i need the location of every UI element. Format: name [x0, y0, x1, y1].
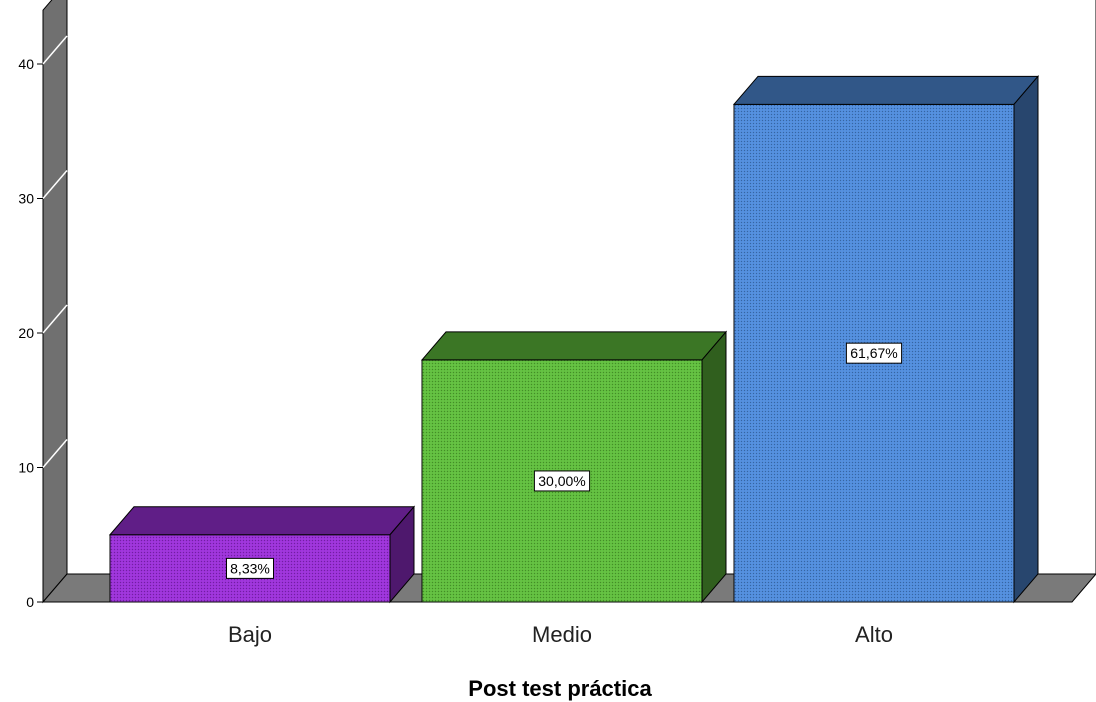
data-label-box	[533, 470, 591, 492]
category-label-alto: Alto	[855, 622, 893, 647]
data-label-box	[845, 342, 903, 364]
bar-side	[701, 330, 727, 604]
category-label-bajo: Bajo	[228, 622, 272, 647]
bar-side	[389, 505, 415, 604]
y-tick-label-30: 30	[18, 191, 34, 207]
y-gridline-40	[42, 35, 68, 65]
x-axis-title: Post test práctica	[468, 676, 652, 701]
bar-top	[732, 75, 1040, 105]
bar-top	[108, 506, 416, 536]
y-gridline-20	[42, 304, 68, 334]
bar-side	[1013, 74, 1039, 604]
bars-group: 8,33% 30,00% 61,67%	[108, 74, 1040, 604]
category-label-medio: Medio	[532, 622, 592, 647]
data-label-box	[226, 557, 274, 579]
y-tick-label-20: 20	[18, 325, 34, 341]
data-label-bajo: 8,33%	[230, 560, 270, 576]
y-gridline-10	[42, 439, 68, 468]
data-label-alto: 61,67%	[850, 345, 897, 361]
bar-top	[420, 331, 728, 361]
bar-alto: 61,67%	[732, 74, 1040, 604]
y-tick-label-0: 0	[26, 594, 34, 610]
y-tick-label-10: 10	[18, 460, 34, 476]
side-wall	[42, 0, 68, 604]
bar-medio: 30,00%	[420, 330, 728, 604]
y-axis: 0 10 20 30 40	[18, 35, 68, 610]
bar-bajo: 8,33%	[108, 505, 416, 604]
data-label-medio: 30,00%	[538, 473, 585, 489]
y-tick-label-40: 40	[18, 56, 34, 72]
x-axis-categories: Bajo Medio Alto	[228, 622, 893, 647]
y-gridline-30	[42, 170, 68, 199]
